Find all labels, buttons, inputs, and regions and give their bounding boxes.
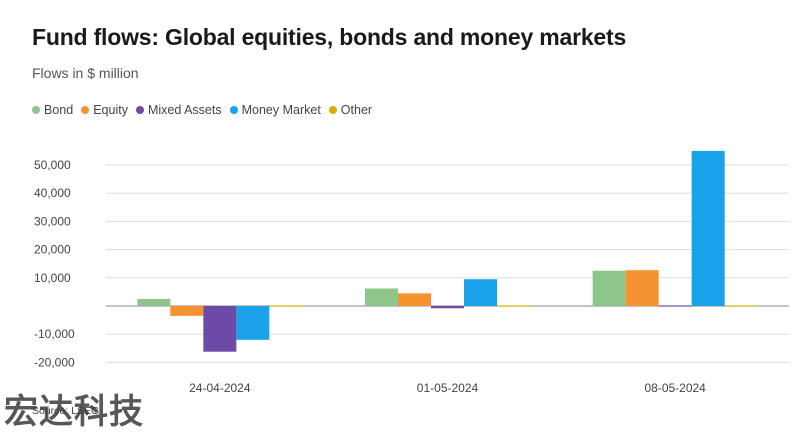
legend-item-other: Other <box>328 103 373 117</box>
x-tick-label: 24-04-2024 <box>189 381 251 395</box>
bar-mixed-assets <box>203 306 237 352</box>
legend-item-equity: Equity <box>81 103 128 117</box>
legend-label-bond: Bond <box>44 103 74 117</box>
source-note: Source: LSEG <box>32 405 100 417</box>
bar-other <box>497 305 530 307</box>
bar-mixed-assets <box>658 305 692 307</box>
legend-item-mixed-assets: Mixed Assets <box>135 103 222 117</box>
y-tick-label: 50,000 <box>34 158 71 172</box>
bar-mixed-assets <box>431 306 464 309</box>
x-tick-label: 01-05-2024 <box>417 381 479 395</box>
bar-money-market <box>691 150 725 306</box>
legend-label-equity: Equity <box>93 103 128 117</box>
legend-label-other: Other <box>340 103 373 117</box>
legend-swatch-bond <box>32 106 40 114</box>
bar-money-market <box>236 306 270 340</box>
legend-item-bond: Bond <box>32 103 73 117</box>
legend-item-money-market: Money Market <box>229 103 321 117</box>
y-tick-label: 40,000 <box>34 186 71 200</box>
bar-equity <box>625 270 659 306</box>
bar-bond <box>592 270 626 306</box>
bar-bond <box>137 298 171 306</box>
bar-equity <box>170 306 204 316</box>
y-tick-label: 30,000 <box>34 214 71 228</box>
legend-swatch-money-market <box>229 106 238 114</box>
bar-other <box>724 305 758 307</box>
chart-subtitle: Flows in $ million <box>32 65 139 81</box>
chart-title: Fund flows: Global equities, bonds and m… <box>32 24 627 50</box>
bar-equity <box>398 293 431 306</box>
x-tick-label: 08-05-2024 <box>644 381 706 395</box>
watermark-text: 宏达科技 <box>4 392 144 432</box>
legend-swatch-equity <box>81 106 90 114</box>
legend-label-money-market: Money Market <box>241 103 321 117</box>
y-tick-label: 20,000 <box>34 243 71 257</box>
legend-swatch-other <box>328 106 337 114</box>
bar-chart: -20,000 -10,000 10,000 20,000 30,000 40,000 50… <box>34 150 789 395</box>
bar-other <box>269 305 303 307</box>
y-tick-label: -20,000 <box>34 355 75 369</box>
y-tick-label: -10,000 <box>34 327 75 341</box>
bar-money-market <box>464 279 497 306</box>
legend-label-mixed-assets: Mixed Assets <box>147 103 222 117</box>
y-tick-label: 10,000 <box>34 271 71 285</box>
legend-swatch-mixed-assets <box>135 106 144 114</box>
bar-bond <box>365 288 398 306</box>
legend: Bond Equity Mixed Assets Money Market Ot… <box>32 103 372 117</box>
